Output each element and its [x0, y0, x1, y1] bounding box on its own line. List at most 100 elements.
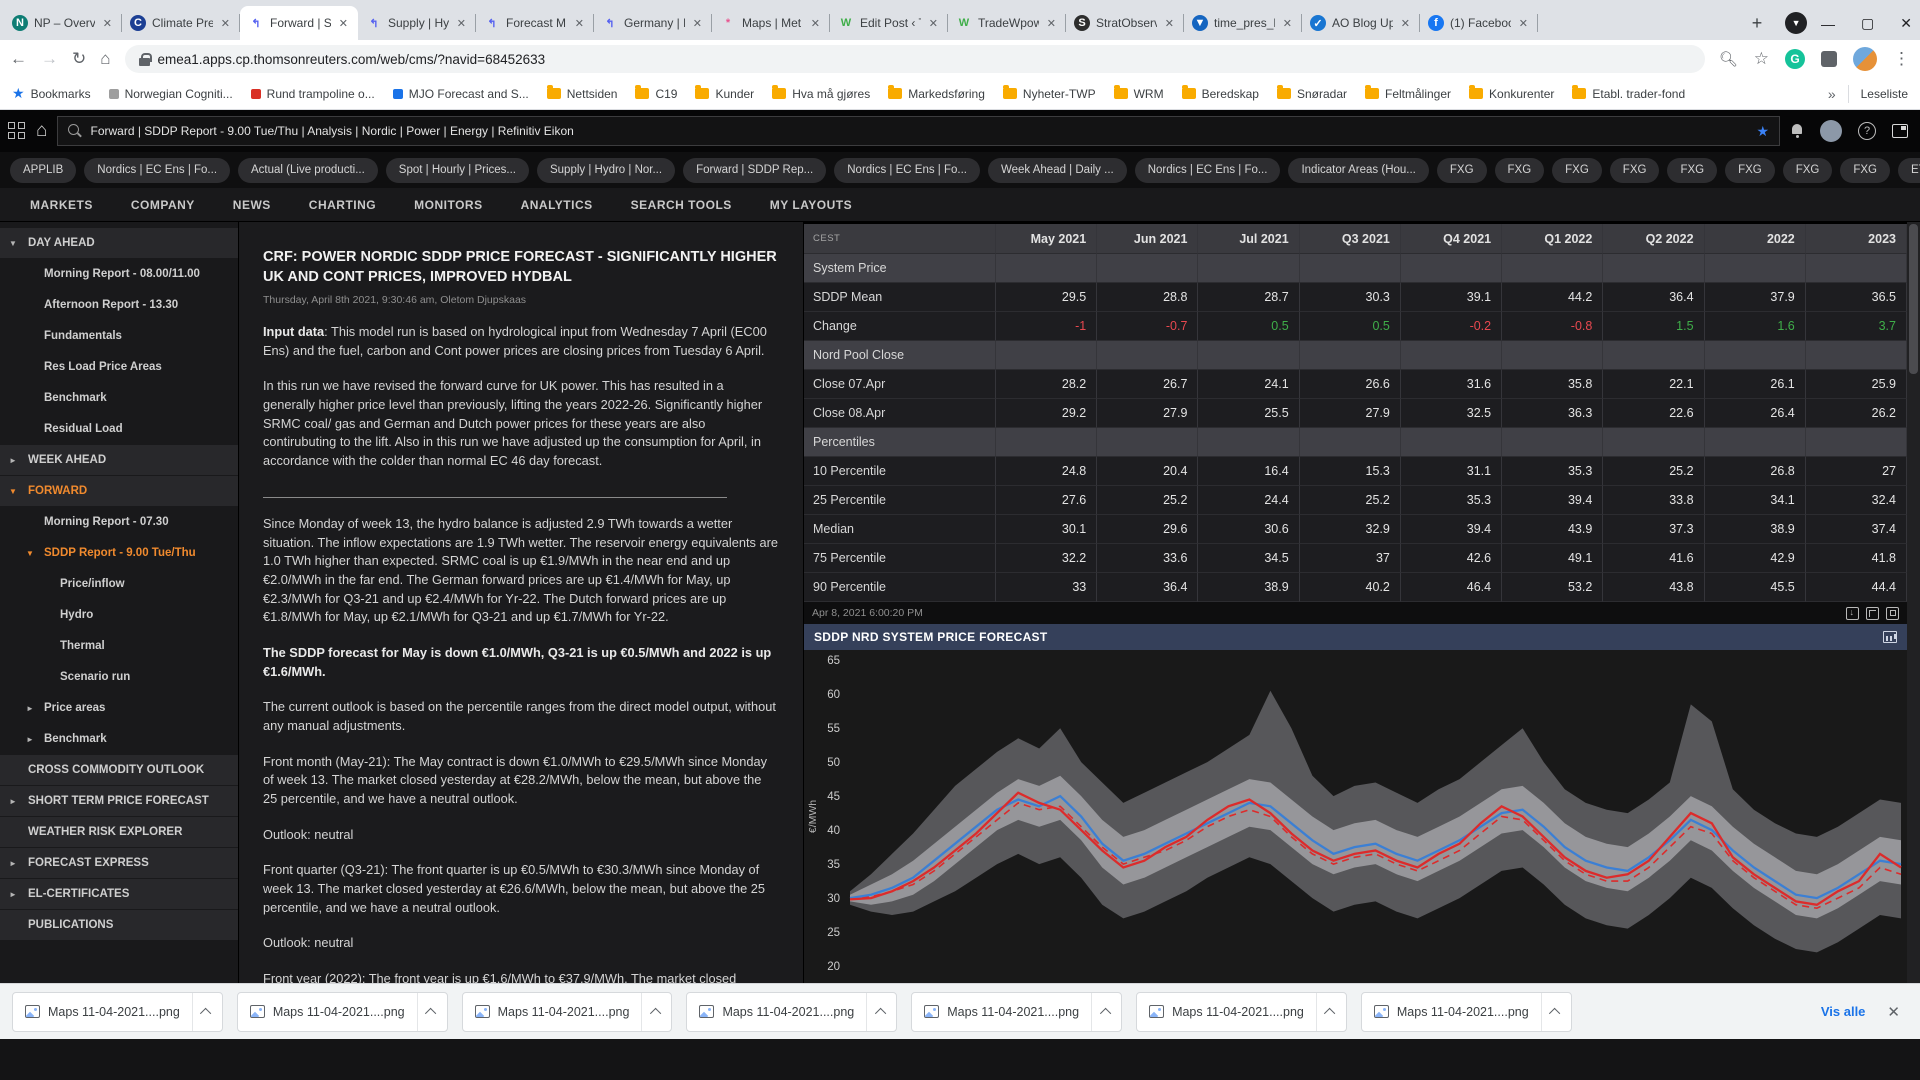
sidebar-item[interactable]: Benchmark — [0, 724, 238, 754]
vertical-scrollbar[interactable] — [1907, 222, 1920, 983]
sidebar-item[interactable]: CROSS COMMODITY OUTLOOK — [0, 755, 238, 785]
eikon-app-tab[interactable]: FXG — [1494, 157, 1545, 183]
browser-tab[interactable]: C Climate Pre ✕ — [122, 6, 240, 40]
search-favorite-star-icon[interactable]: ★ — [1756, 122, 1769, 139]
tab-close-icon[interactable]: ✕ — [692, 17, 702, 30]
eikon-search-bar[interactable]: Forward | SDDP Report - 9.00 Tue/Thu | A… — [57, 116, 1780, 146]
menu-item[interactable]: MY LAYOUTS — [769, 197, 853, 212]
bookmark-item[interactable]: Beredskap — [1181, 85, 1259, 101]
sidebar-item[interactable]: DAY AHEAD — [0, 228, 238, 258]
browser-profile-avatar[interactable] — [1853, 47, 1877, 71]
sidebar-item[interactable]: Price/inflow — [0, 569, 238, 599]
eikon-app-tab[interactable]: FXG — [1436, 157, 1487, 183]
download-item[interactable]: Maps 11-04-2021....png — [1360, 991, 1572, 1032]
browser-tab[interactable]: ↰ Supply | Hy ✕ — [358, 6, 476, 40]
show-all-downloads-button[interactable]: Vis alle — [1820, 1004, 1866, 1019]
browser-menu-icon[interactable]: ⋮ — [1893, 49, 1910, 68]
bookmark-item[interactable]: Nyheter-TWP — [1002, 85, 1096, 101]
zoom-icon[interactable]: 🔍︎ — [1718, 51, 1738, 68]
bookmark-item[interactable]: Snøradar — [1276, 85, 1347, 101]
browser-tab[interactable]: S StratObserv ✕ — [1066, 6, 1184, 40]
eikon-app-tab[interactable]: FXG — [1552, 157, 1602, 183]
browser-tab[interactable]: ↰ Germany | E ✕ — [594, 6, 712, 40]
menu-item[interactable]: MARKETS — [30, 197, 93, 212]
tree-caret-icon[interactable] — [9, 797, 17, 806]
bookmark-item[interactable]: Feltmålinger — [1365, 85, 1451, 101]
download-expand-button[interactable] — [1315, 992, 1346, 1031]
eikon-app-tab[interactable]: FXG — [1840, 157, 1890, 183]
reading-list-button[interactable]: Leseliste — [1860, 86, 1908, 101]
maximize-button[interactable]: ▢ — [1861, 15, 1875, 31]
browser-tab[interactable]: W Edit Post ‹ T ✕ — [830, 6, 948, 40]
browser-tab[interactable]: ▼ time_pres_H ✕ — [1184, 6, 1302, 40]
eikon-app-tab[interactable]: FXG — [1725, 157, 1775, 183]
sidebar-item[interactable]: Benchmark — [0, 383, 238, 413]
bookmark-item[interactable]: Kunder — [695, 85, 754, 101]
sidebar-item[interactable]: FORWARD — [0, 476, 238, 506]
download-item[interactable]: Maps 11-04-2021....png — [686, 991, 898, 1032]
menu-item[interactable]: SEARCH TOOLS — [630, 197, 732, 212]
menu-item[interactable]: ANALYTICS — [520, 197, 593, 212]
close-window-button[interactable]: ✕ — [1900, 15, 1912, 31]
sidebar-item[interactable]: PUBLICATIONS — [0, 910, 238, 940]
download-item[interactable]: Maps 11-04-2021....png — [1136, 991, 1347, 1032]
download-expand-button[interactable] — [416, 992, 447, 1031]
close-downloads-bar-icon[interactable]: ✕ — [1887, 1003, 1900, 1021]
eikon-profile-avatar[interactable] — [1820, 120, 1842, 142]
tab-close-icon[interactable]: ✕ — [1046, 17, 1056, 30]
grammarly-extension-icon[interactable]: G — [1785, 49, 1805, 69]
browser-tab[interactable]: f (1) Faceboo ✕ — [1420, 6, 1538, 40]
menu-item[interactable]: NEWS — [232, 197, 271, 212]
download-icon[interactable] — [1846, 606, 1859, 620]
eikon-app-tab[interactable]: Nordics | EC Ens | Fo... — [84, 157, 231, 183]
browser-tab[interactable]: W TradeWpow ✕ — [948, 6, 1066, 40]
tab-close-icon[interactable]: ✕ — [102, 17, 112, 30]
bookmark-item[interactable]: Markedsføring — [888, 85, 985, 101]
eikon-app-tab[interactable]: Spot | Hourly | Prices... — [385, 157, 529, 183]
tab-close-icon[interactable]: ✕ — [1518, 17, 1528, 30]
sidebar-item[interactable]: Hydro — [0, 600, 238, 630]
eikon-app-tab[interactable]: Actual (Live producti... — [238, 157, 378, 183]
tab-close-icon[interactable]: ✕ — [574, 17, 584, 30]
download-item[interactable]: Maps 11-04-2021....png — [236, 991, 448, 1032]
eikon-app-tab[interactable]: Week Ahead | Daily ... — [987, 157, 1127, 183]
maximize-table-icon[interactable] — [1886, 606, 1899, 620]
sidebar-item[interactable]: Morning Report - 07.30 — [0, 507, 238, 537]
eikon-home-icon[interactable]: ⌂ — [36, 120, 48, 141]
tab-close-icon[interactable]: ✕ — [1400, 17, 1410, 30]
forecast-chart[interactable]: 65 60 55 50 45 40 35 30 25 20 €/MWh — [804, 650, 1907, 983]
sidebar-item[interactable]: Fundamentals — [0, 321, 238, 351]
bookmark-item[interactable]: ★ Bookmarks — [12, 85, 91, 102]
tree-caret-icon[interactable] — [26, 549, 34, 558]
tree-caret-icon[interactable] — [26, 735, 34, 744]
help-icon[interactable]: ? — [1858, 122, 1876, 140]
bookmark-item[interactable]: Norwegian Cogniti... — [108, 87, 233, 101]
sidebar-item[interactable]: Morning Report - 08.00/11.00 — [0, 259, 238, 289]
download-expand-button[interactable] — [191, 992, 222, 1031]
tree-caret-icon[interactable] — [9, 890, 17, 899]
tab-close-icon[interactable]: ✕ — [810, 17, 820, 30]
menu-item[interactable]: COMPANY — [130, 197, 195, 212]
refresh-icon[interactable]: ↻ — [72, 49, 87, 68]
tab-search-icon[interactable]: ▼ — [1785, 12, 1808, 34]
download-expand-button[interactable] — [641, 992, 671, 1031]
browser-tab[interactable]: N NP – Overvi ✕ — [4, 6, 122, 40]
sidebar-item[interactable]: Residual Load — [0, 414, 238, 444]
eikon-app-tab[interactable]: Indicator Areas (Hou... — [1288, 157, 1429, 183]
menu-item[interactable]: CHARTING — [308, 197, 377, 212]
bookmark-item[interactable]: C19 — [635, 85, 677, 101]
scrollbar-thumb[interactable] — [1909, 224, 1918, 374]
tab-close-icon[interactable]: ✕ — [1164, 17, 1174, 30]
bookmark-item[interactable]: Konkurenter — [1469, 85, 1554, 101]
bookmark-item[interactable]: Rund trampoline o... — [250, 87, 375, 101]
chart-options-icon[interactable] — [1883, 631, 1897, 643]
tree-caret-icon[interactable] — [9, 487, 17, 496]
bookmark-item[interactable]: MJO Forecast and S... — [392, 87, 529, 101]
eikon-app-tab[interactable]: FXG — [1609, 157, 1660, 183]
tab-close-icon[interactable]: ✕ — [928, 17, 938, 30]
sidebar-item[interactable]: SHORT TERM PRICE FORECAST — [0, 786, 238, 816]
browser-tab[interactable]: ↰ Forecast M ✕ — [476, 6, 594, 40]
menu-item[interactable]: MONITORS — [414, 197, 483, 212]
sidebar-item[interactable]: EL-CERTIFICATES — [0, 879, 238, 909]
minimize-button[interactable]: — — [1821, 15, 1836, 32]
